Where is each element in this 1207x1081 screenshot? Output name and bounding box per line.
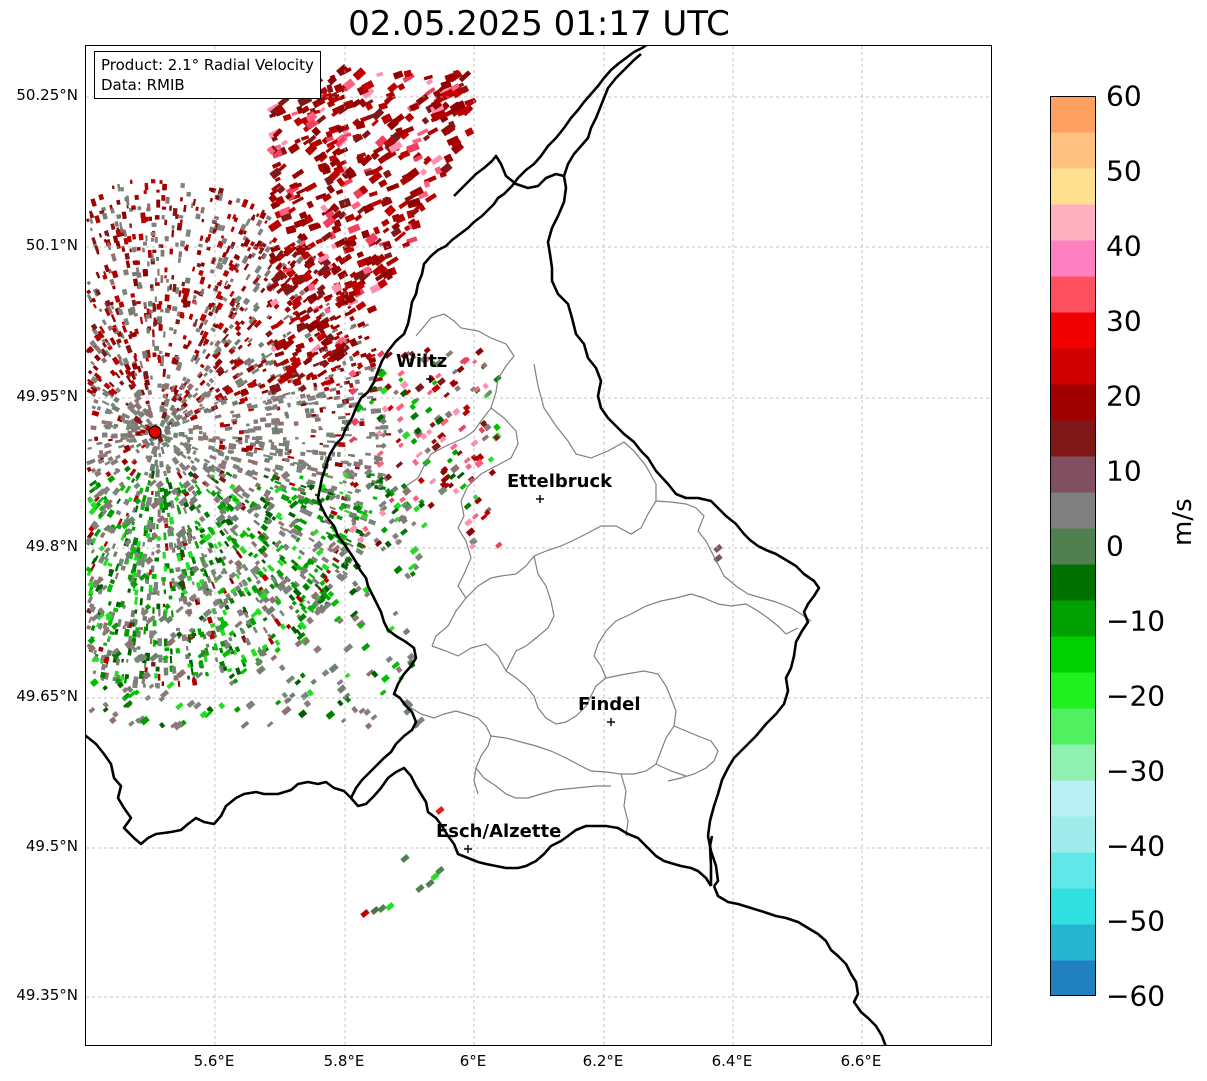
colorbar-tick: 60 bbox=[1106, 79, 1142, 113]
colorbar-band bbox=[1050, 384, 1096, 421]
radar-site-marker bbox=[148, 425, 162, 439]
colorbar-band bbox=[1050, 348, 1096, 385]
colorbar-band bbox=[1050, 240, 1096, 277]
colorbar-tick: −40 bbox=[1106, 829, 1166, 863]
colorbar-band bbox=[1050, 132, 1096, 169]
french-border-east bbox=[708, 835, 714, 886]
german-border bbox=[562, 53, 642, 177]
radar-map bbox=[86, 46, 991, 1045]
colorbar-tick: 30 bbox=[1106, 304, 1142, 338]
colorbar-band bbox=[1050, 924, 1096, 961]
colorbar-tick: 50 bbox=[1106, 154, 1142, 188]
velocity-colorbar bbox=[1050, 96, 1096, 996]
colorbar-band bbox=[1050, 420, 1096, 457]
product-info-box: Product: 2.1° Radial Velocity Data: RMIB bbox=[94, 51, 321, 99]
colorbar-band bbox=[1050, 816, 1096, 853]
colorbar-band bbox=[1050, 564, 1096, 601]
lon-tick: 6.6°E bbox=[840, 1052, 882, 1070]
colorbar-band bbox=[1050, 780, 1096, 817]
product-label: Product: 2.1° Radial Velocity bbox=[101, 56, 314, 74]
colorbar-tick: 20 bbox=[1106, 379, 1142, 413]
colorbar-band bbox=[1050, 852, 1096, 889]
lat-tick: 50.25°N bbox=[16, 86, 78, 104]
lon-tick: 5.8°E bbox=[323, 1052, 365, 1070]
colorbar-label: m/s bbox=[1168, 498, 1198, 546]
colorbar-band bbox=[1050, 744, 1096, 781]
colorbar-band bbox=[1050, 456, 1096, 493]
colorbar-tick: 40 bbox=[1106, 229, 1142, 263]
lon-tick: 6.2°E bbox=[582, 1052, 624, 1070]
colorbar-tick: −50 bbox=[1106, 904, 1166, 938]
colorbar-tick: 0 bbox=[1106, 529, 1124, 563]
lat-tick: 49.95°N bbox=[16, 387, 78, 405]
lat-tick: 50.1°N bbox=[25, 236, 78, 254]
lat-tick: 49.35°N bbox=[16, 986, 78, 1004]
colorbar-band bbox=[1050, 492, 1096, 529]
data-source-label: Data: RMIB bbox=[101, 76, 185, 94]
colorbar-band bbox=[1050, 672, 1096, 709]
colorbar-band bbox=[1050, 168, 1096, 205]
city-label-findel: Findel bbox=[578, 694, 641, 715]
colorbar-band bbox=[1050, 96, 1096, 133]
colorbar-tick: −60 bbox=[1106, 979, 1166, 1013]
lat-tick: 49.65°N bbox=[16, 687, 78, 705]
colorbar-band bbox=[1050, 312, 1096, 349]
radar-echoes bbox=[86, 63, 723, 918]
colorbar-tick: −10 bbox=[1106, 604, 1166, 638]
colorbar-band bbox=[1050, 600, 1096, 637]
colorbar-tick: −20 bbox=[1106, 679, 1166, 713]
map-title: 02.05.2025 01:17 UTC bbox=[348, 4, 730, 44]
colorbar-band bbox=[1050, 528, 1096, 565]
colorbar-tick: −30 bbox=[1106, 754, 1166, 788]
city-label-esch: Esch/Alzette bbox=[436, 821, 562, 842]
eastern-border bbox=[453, 154, 821, 887]
colorbar-tick: 10 bbox=[1106, 454, 1142, 488]
country-borders bbox=[86, 46, 713, 887]
colorbar-band bbox=[1050, 204, 1096, 241]
city-label-wiltz: Wiltz bbox=[396, 351, 448, 372]
lat-tick: 49.5°N bbox=[25, 837, 78, 855]
colorbar-band bbox=[1050, 888, 1096, 925]
city-label-ettelbruck: Ettelbruck bbox=[507, 471, 613, 492]
lon-tick: 6°E bbox=[459, 1052, 487, 1070]
map-area[interactable] bbox=[85, 45, 992, 1046]
lon-tick: 5.6°E bbox=[193, 1052, 235, 1070]
colorbar-band bbox=[1050, 708, 1096, 745]
german-border-south bbox=[712, 885, 887, 1045]
colorbar-band bbox=[1050, 276, 1096, 313]
lat-tick: 49.8°N bbox=[25, 537, 78, 555]
lon-tick: 6.4°E bbox=[711, 1052, 753, 1070]
city-markers bbox=[426, 375, 615, 853]
district-boundaries bbox=[395, 313, 812, 837]
colorbar-band bbox=[1050, 636, 1096, 673]
colorbar-band bbox=[1050, 960, 1096, 996]
